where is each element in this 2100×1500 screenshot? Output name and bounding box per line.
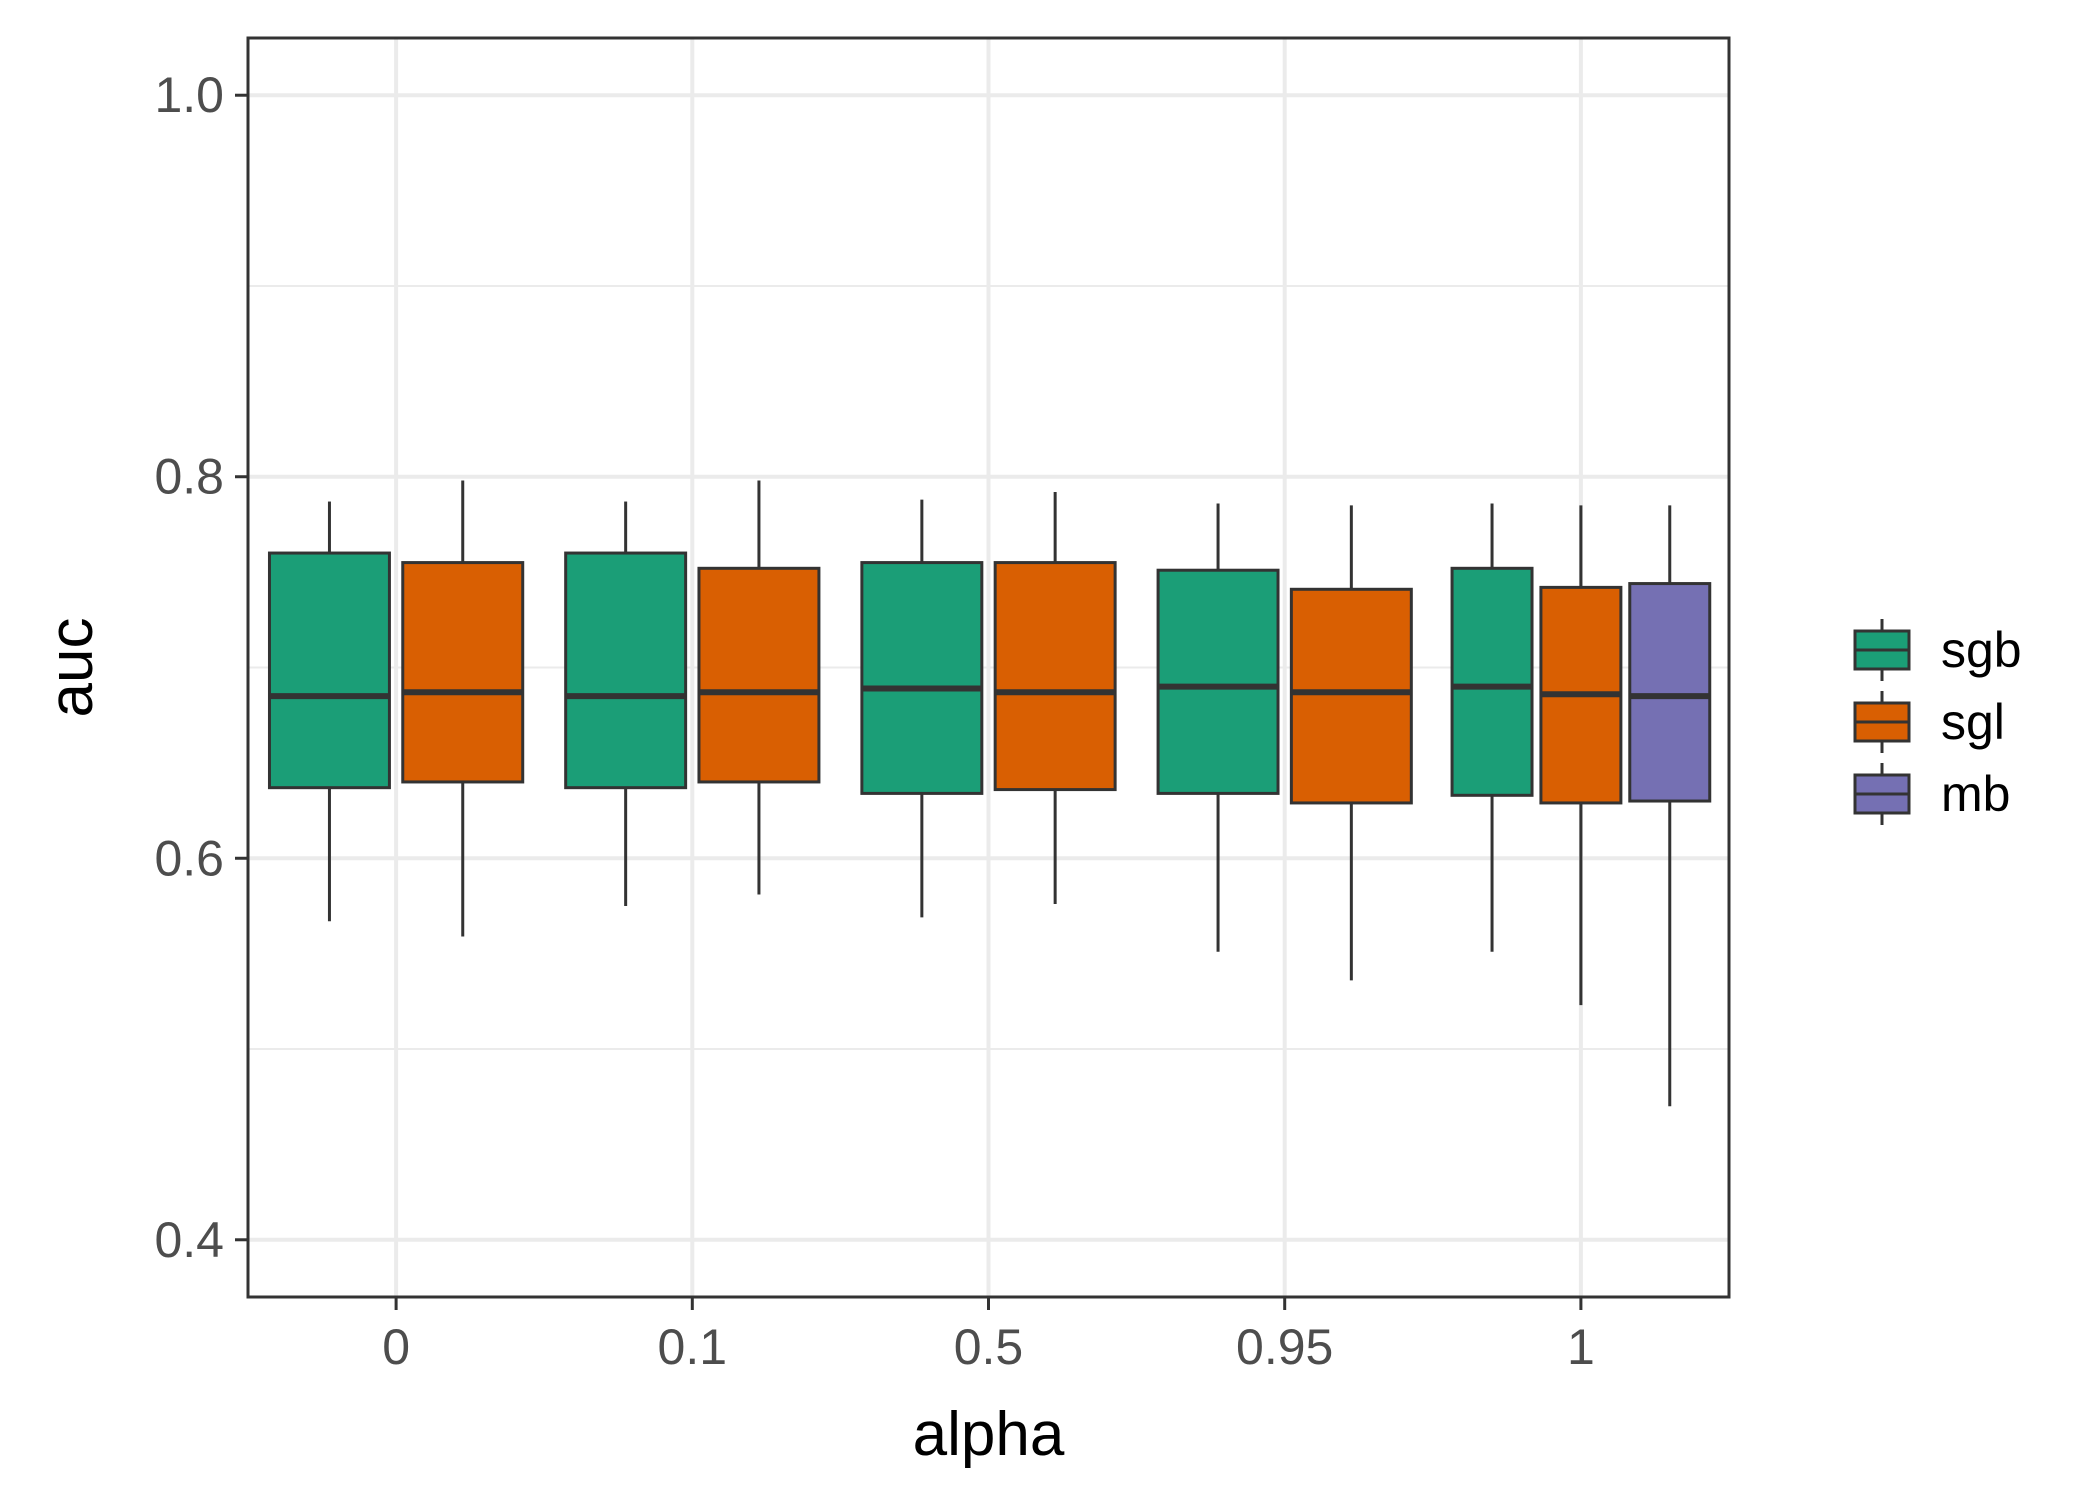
y-tick-label: 1.0: [154, 67, 224, 123]
legend-item-mb: mb: [1853, 763, 2010, 825]
x-tick-label: 0: [382, 1319, 410, 1375]
legend-label: sgl: [1941, 694, 2005, 750]
box-body: [1289, 587, 1413, 805]
box-body: [564, 551, 688, 790]
box-body: [1450, 566, 1534, 797]
x-tick-label: 0.95: [1236, 1319, 1333, 1375]
box-body: [1628, 582, 1712, 803]
box-sgl-1: [1539, 505, 1623, 1006]
box-sgl-0: [401, 480, 525, 937]
legend-label: sgb: [1941, 622, 2022, 678]
box-sgl-0.5: [993, 492, 1117, 905]
box-sgb-0.5: [860, 499, 984, 918]
legend-item-sgb: sgb: [1853, 619, 2022, 681]
grid-lines: [248, 38, 1729, 1297]
box-body: [1156, 568, 1280, 795]
y-tick-label: 0.8: [154, 449, 224, 505]
box-sgb-1: [1450, 503, 1534, 952]
box-sgb-0.95: [1156, 503, 1280, 952]
box-body: [993, 561, 1117, 792]
y-axis-title: auc: [37, 618, 106, 718]
x-tick-label: 0.5: [954, 1319, 1024, 1375]
box-sgb-0: [267, 501, 391, 922]
x-tick-label: 1: [1567, 1319, 1595, 1375]
box-body: [860, 561, 984, 795]
box-body: [267, 551, 391, 790]
legend-item-sgl: sgl: [1853, 691, 2005, 753]
box-sgl-0.1: [697, 480, 821, 895]
box-body: [697, 566, 821, 784]
x-axis-title: alpha: [913, 1400, 1065, 1469]
axes-layer: 0.4 0.6 0.8 1.0 0 0.1 0.5 0.95 1: [154, 67, 1594, 1375]
legend-label: mb: [1941, 766, 2010, 822]
y-tick-label: 0.6: [154, 830, 224, 886]
boxes-layer: [267, 480, 1712, 1107]
x-tick-label: 0.1: [658, 1319, 728, 1375]
box-body: [401, 561, 525, 784]
y-tick-label: 0.4: [154, 1212, 224, 1268]
box-mb-1: [1628, 505, 1712, 1107]
legend: sgb sgl mb: [1853, 619, 2022, 825]
box-sgb-0.1: [564, 501, 688, 906]
box-sgl-0.95: [1289, 505, 1413, 981]
